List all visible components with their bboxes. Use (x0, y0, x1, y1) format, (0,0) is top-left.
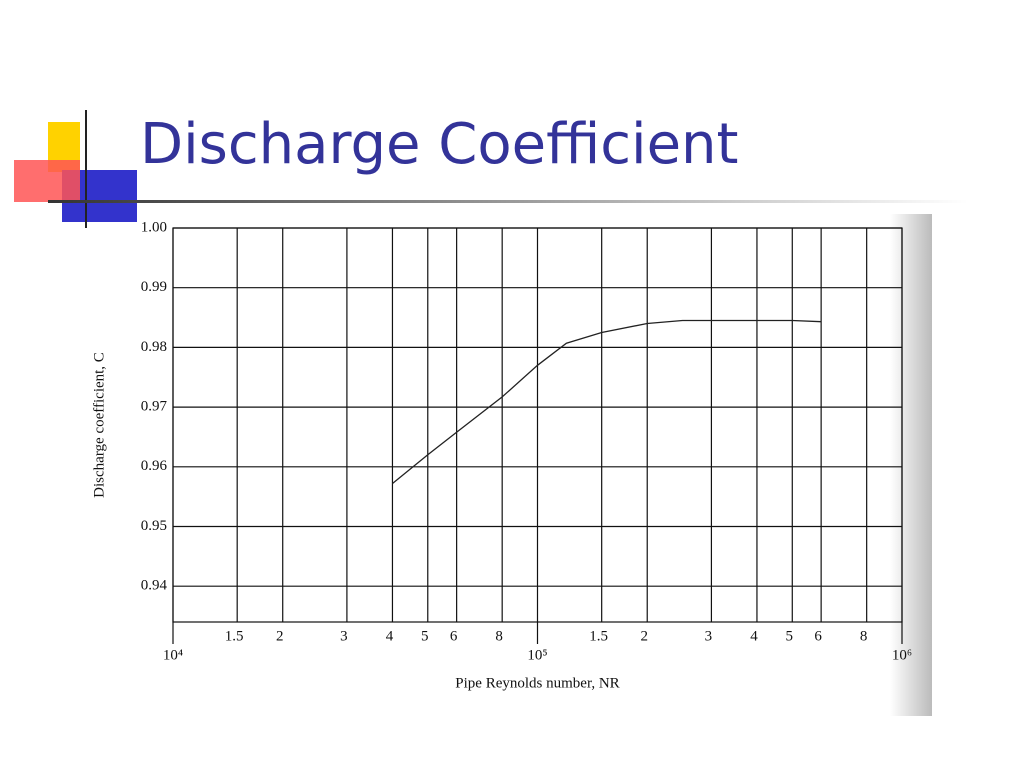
y-axis-label: Discharge coefficient, C (91, 352, 107, 498)
x-tick-label: 1.5 (589, 628, 608, 644)
x-tick-label: 10⁴ (163, 647, 183, 663)
x-tick-label: 4 (386, 628, 394, 644)
slide-title: Discharge Coefficient (140, 112, 739, 177)
x-tick-label: 6 (450, 628, 458, 644)
x-tick-label: 2 (640, 628, 648, 644)
x-axis-label: Pipe Reynolds number, NR (455, 675, 619, 691)
x-tick-label: 6 (814, 628, 822, 644)
y-tick-label: 0.98 (141, 339, 167, 355)
x-tick-label: 10⁶ (892, 647, 912, 663)
plot: 1.00 0.99 0.98 0.97 0.96 0.95 0.94 10⁴ 1.5 2 3 4 5 6 8… (91, 219, 912, 691)
x-tick-label: 5 (786, 628, 794, 644)
y-tick-label: 0.99 (141, 279, 167, 295)
data-line (392, 319, 822, 485)
x-tick-label: 10⁵ (527, 647, 547, 663)
y-tick-label: 1.00 (141, 219, 167, 235)
x-tick-label: 4 (750, 628, 758, 644)
x-tick-label: 8 (860, 628, 868, 644)
x-tick-label: 1.5 (225, 628, 244, 644)
y-tick-label: 0.94 (141, 578, 168, 594)
x-tick-label: 5 (421, 628, 429, 644)
y-tick-label: 0.95 (141, 518, 167, 534)
logo-square (14, 160, 80, 202)
x-tick-label: 8 (495, 628, 503, 644)
x-tick-label: 2 (276, 628, 284, 644)
y-tick-label: 0.96 (141, 458, 168, 474)
scan-shade (890, 214, 932, 716)
x-tick-label: 3 (705, 628, 713, 644)
y-tick-label: 0.97 (141, 399, 168, 415)
title-rule (48, 200, 968, 203)
x-tick-label: 3 (340, 628, 348, 644)
